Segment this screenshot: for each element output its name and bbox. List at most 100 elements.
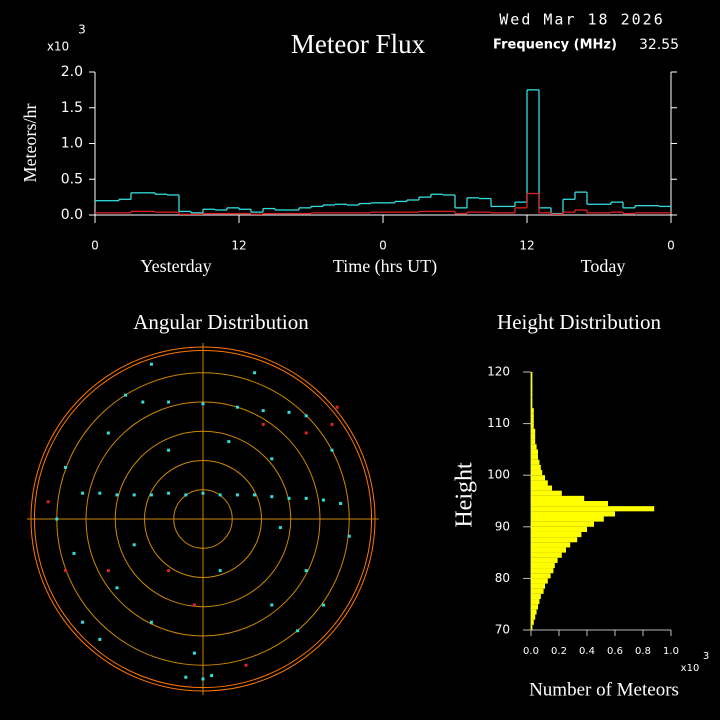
histogram-bar	[531, 402, 533, 409]
histogram-bar	[531, 433, 536, 440]
x-tick-label: 0	[379, 239, 387, 253]
y-axis-label: Height	[452, 462, 478, 528]
histogram-bar	[531, 614, 536, 620]
meteor-point	[261, 409, 265, 413]
meteor-point	[132, 493, 136, 497]
meteor-point	[72, 551, 76, 555]
histogram-bar	[531, 511, 615, 517]
histogram-bar	[531, 470, 543, 476]
histogram-bar	[531, 392, 533, 398]
histogram-bar	[531, 418, 534, 424]
meteor-point	[115, 586, 119, 590]
meteor-point	[270, 457, 274, 461]
meteor-point	[98, 491, 102, 495]
histogram-bar	[531, 542, 571, 548]
meteor-point	[253, 493, 257, 497]
histogram-bar	[531, 449, 538, 455]
histogram-bar	[531, 578, 548, 584]
histogram-bar	[531, 454, 538, 460]
meteor-point	[184, 493, 188, 497]
x-tick-label: 12	[519, 239, 534, 253]
y-tick-label: 1.5	[61, 100, 83, 116]
exponent-base: x10	[47, 40, 69, 54]
x-tick-label: 0.4	[579, 646, 595, 657]
meteor-point	[192, 651, 196, 655]
meteor-point	[63, 465, 67, 469]
histogram-bar	[531, 485, 552, 491]
y-tick-label: 1.0	[61, 136, 83, 152]
y-tick-label: 70	[495, 623, 510, 637]
x-tick-label: 0	[91, 239, 99, 253]
x-tick-label: 0.2	[551, 646, 567, 657]
meteor-point	[81, 620, 85, 624]
meteor-point	[201, 402, 205, 406]
meteor-point	[201, 677, 205, 681]
meteor-point	[270, 603, 274, 607]
meteor-point	[81, 491, 85, 495]
histogram-bar	[531, 459, 540, 465]
day-label: Today	[581, 256, 626, 276]
meteor-point	[330, 448, 334, 452]
histogram-bar	[531, 495, 585, 501]
meteor-point	[235, 493, 239, 497]
meteor-point	[149, 362, 153, 366]
histogram-bar	[531, 382, 533, 388]
x-tick-label: 0.8	[635, 646, 651, 657]
histogram-bar	[531, 526, 587, 532]
exponent: 3	[78, 23, 86, 37]
meteor-point	[339, 502, 343, 506]
histogram-bar	[531, 464, 541, 471]
histogram-bar	[531, 423, 534, 429]
y-tick-label: 0.5	[61, 171, 83, 187]
histogram-bar	[531, 377, 533, 383]
histogram-bar	[531, 624, 533, 630]
histogram-bar	[531, 506, 655, 512]
histogram-bar	[531, 593, 541, 600]
day-label: Yesterday	[140, 256, 211, 276]
exponent-base: x10	[681, 663, 700, 674]
meteor-point	[106, 431, 110, 435]
meteor-point	[201, 491, 205, 495]
meteor-point	[335, 405, 339, 409]
histogram-bar	[531, 573, 551, 579]
histogram-bar	[531, 609, 537, 615]
meteor-point	[321, 498, 325, 502]
meteor-point	[270, 495, 274, 499]
meteor-point	[330, 422, 334, 426]
histogram-bar	[531, 516, 604, 522]
y-tick-label: 100	[487, 468, 510, 482]
meteor-point	[244, 663, 248, 667]
histogram-bar	[531, 521, 594, 527]
histogram-bar	[531, 413, 534, 419]
histogram-bar	[531, 537, 578, 543]
meteor-point	[98, 637, 102, 641]
meteor-point	[192, 603, 196, 607]
histogram-bar	[531, 475, 545, 481]
histogram-bar	[531, 408, 534, 414]
frequency-label: Frequency (MHz)	[493, 38, 617, 53]
x-tick-label: 0.0	[523, 646, 539, 657]
meteor-point	[304, 431, 308, 435]
meteor-point	[149, 620, 153, 624]
meteor-point	[218, 569, 222, 573]
histogram-bar	[531, 547, 566, 553]
histogram-bar	[531, 588, 544, 594]
x-tick-label: 1.0	[663, 646, 679, 657]
histogram-bar	[531, 480, 548, 486]
histogram-bar	[531, 428, 536, 434]
meteor-point	[63, 569, 67, 573]
chart-title: Meteor Flux	[291, 29, 426, 59]
meteor-point	[304, 569, 308, 573]
histogram-bar	[531, 501, 608, 507]
meteor-point	[304, 414, 308, 418]
histogram-bar	[531, 372, 533, 378]
histogram-bar	[531, 583, 545, 589]
meteor-point	[149, 493, 153, 497]
histogram-bar	[531, 599, 540, 605]
y-tick-label: 80	[495, 571, 510, 585]
y-tick-label: 120	[487, 365, 510, 379]
x-axis-label: Number of Meteors	[529, 679, 679, 700]
meteor-point	[167, 400, 171, 404]
meteor-point	[106, 569, 110, 573]
